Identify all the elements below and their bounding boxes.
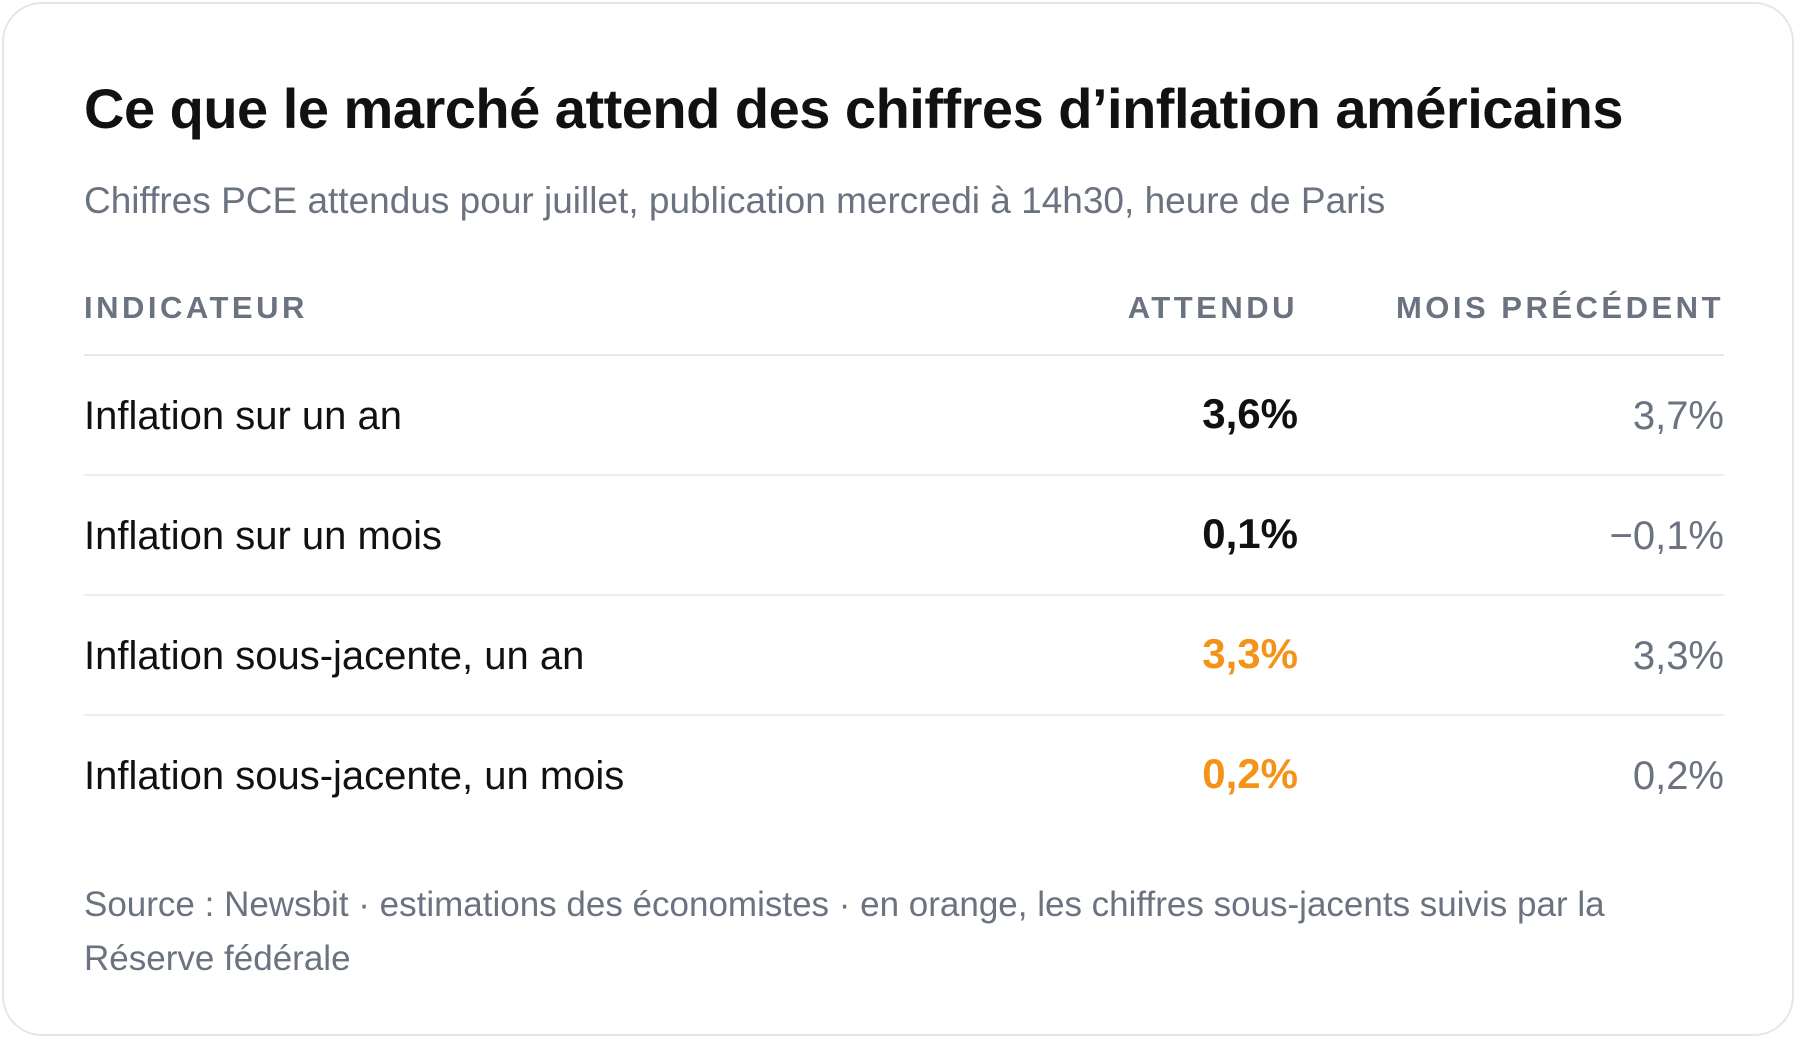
source-note: Source : Newsbit · estimations des écono… (84, 885, 1605, 978)
subtitle: Chiffres PCE attendus pour juillet, publ… (84, 180, 1386, 221)
expected-value: 3,3% (1202, 630, 1298, 677)
indicator-label: Inflation sur un an (84, 394, 402, 438)
expected-value: 0,2% (1202, 750, 1298, 797)
previous-value: 3,3% (1632, 634, 1724, 678)
table-header: INDICATEUR ATTENDU MOIS PRÉCÉDENT (84, 254, 1724, 356)
previous-value: 0,2% (1632, 754, 1724, 798)
indicator-label: Inflation sous-jacente, un an (84, 634, 585, 678)
column-header-indicator: INDICATEUR (84, 290, 308, 325)
expected-value: 3,6% (1202, 390, 1298, 437)
page-title: Ce que le marché attend des chiffres d’i… (84, 77, 1623, 140)
table-row: Inflation sur un an 3,6% 3,7% (84, 356, 1724, 476)
previous-value: −0,1% (1609, 514, 1724, 558)
inflation-table: INDICATEUR ATTENDU MOIS PRÉCÉDENT Inflat… (84, 254, 1724, 834)
table-row: Inflation sur un mois 0,1% −0,1% (84, 476, 1724, 596)
indicator-label: Inflation sur un mois (84, 514, 442, 558)
column-header-previous: MOIS PRÉCÉDENT (1395, 290, 1724, 325)
indicator-label: Inflation sous-jacente, un mois (84, 754, 625, 798)
previous-value: 3,7% (1632, 394, 1724, 438)
expected-value: 0,1% (1202, 510, 1298, 557)
table-row: Inflation sous-jacente, un an 3,3% 3,3% (84, 596, 1724, 716)
table-row: Inflation sous-jacente, un mois 0,2% 0,2… (84, 716, 1724, 834)
column-header-expected: ATTENDU (1127, 290, 1298, 325)
